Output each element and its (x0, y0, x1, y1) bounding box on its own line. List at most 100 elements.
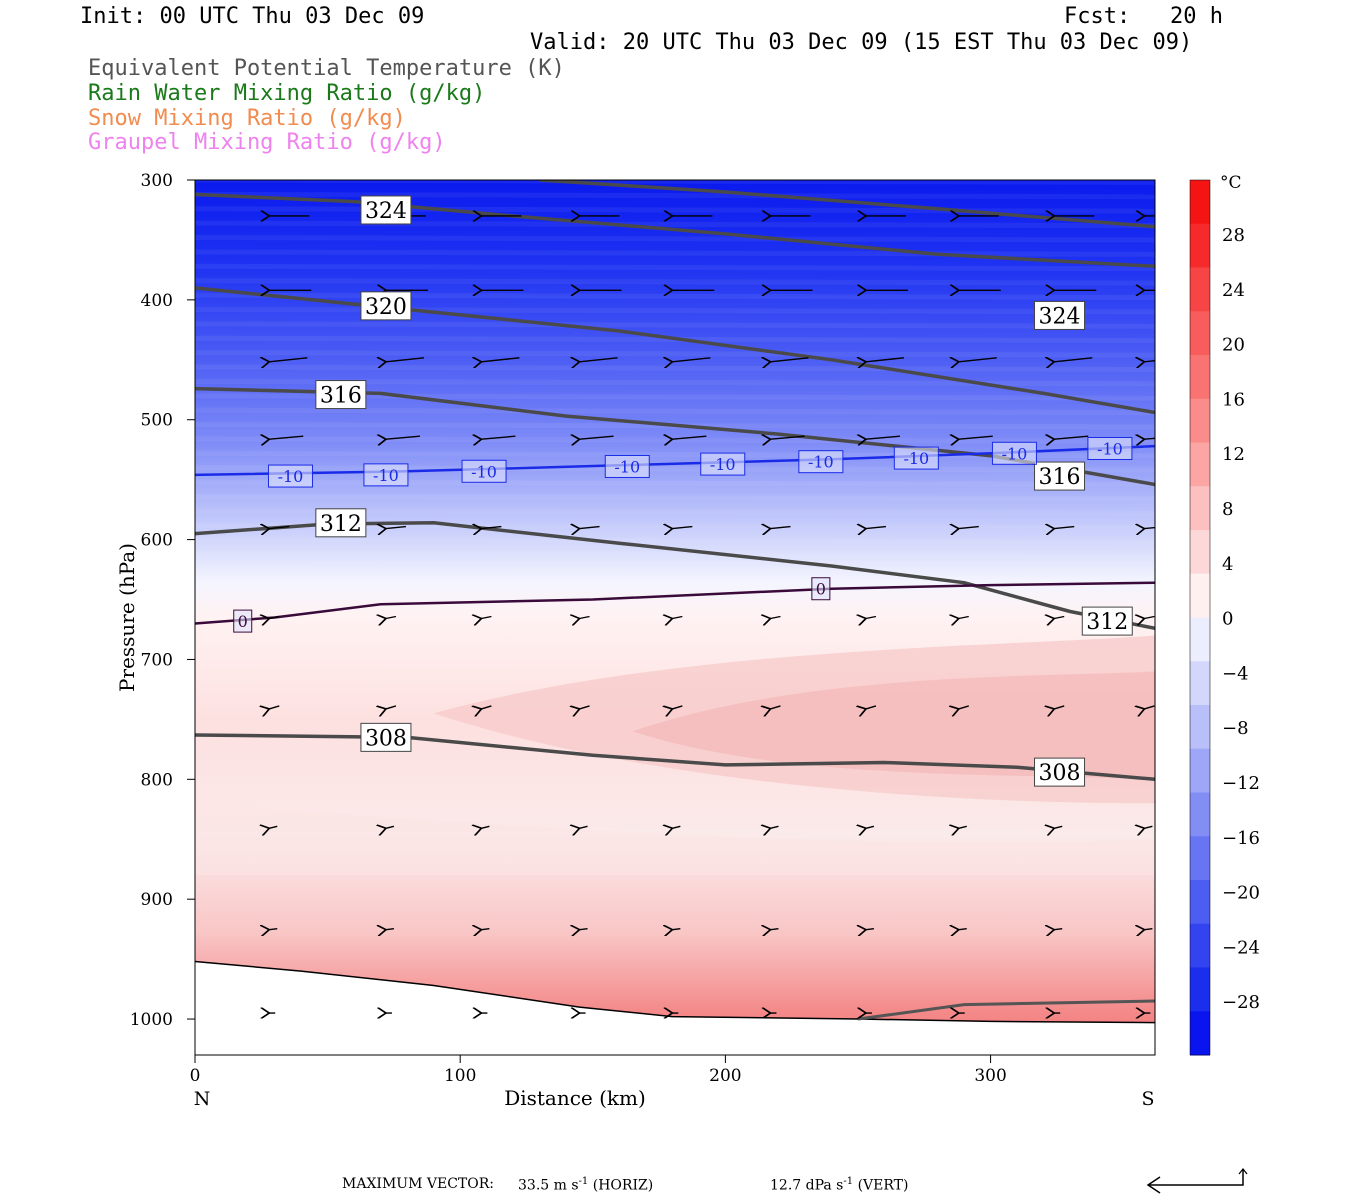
shade-band (195, 249, 1155, 257)
colorbar-tick-label: 4 (1222, 554, 1233, 575)
theta-label-box (315, 508, 367, 538)
colorbar-tick-label: −8 (1222, 718, 1249, 739)
colorbar-swatch (1190, 661, 1210, 706)
wind-vector (959, 527, 979, 529)
wind-vector (1054, 527, 1075, 529)
shade-band (195, 306, 1155, 315)
wind-vector (481, 436, 516, 439)
colorbar-tick-label: 8 (1222, 499, 1233, 520)
colorbar-swatch (1190, 836, 1210, 881)
shade-band (195, 220, 1155, 229)
wind-vector (959, 358, 997, 362)
wind-vector (770, 436, 805, 439)
wind-vector (866, 706, 877, 709)
temp-label: -10 (1002, 444, 1028, 463)
wind-vector (866, 436, 901, 439)
plot-frame (194, 179, 1156, 1056)
wind-vector (866, 358, 905, 362)
y-tick-label: 800 (141, 770, 173, 790)
temp-label: -10 (710, 455, 736, 474)
forecast-hour: Fcst: 20 h (1064, 4, 1223, 29)
theta-label-box (360, 291, 412, 321)
colorbar-swatch (1190, 180, 1210, 225)
wind-vector (866, 527, 887, 529)
y-tick-label: 700 (141, 650, 173, 670)
wind-vector (481, 826, 490, 828)
colorbar-tick-label: −24 (1222, 937, 1260, 958)
surface-theta-line (857, 999, 1155, 1021)
wind-vector (770, 358, 809, 362)
wind-vector (580, 929, 588, 930)
wind-vector (386, 929, 395, 930)
colorbar-tick-label: −12 (1222, 773, 1260, 794)
temp-label: -10 (808, 453, 834, 472)
wind-vector (269, 929, 278, 930)
shade-band (195, 465, 1155, 473)
wind-vector (1054, 617, 1065, 619)
theta-label: 320 (365, 295, 407, 320)
colorbar-swatch (1190, 923, 1210, 968)
wind-vector (672, 527, 693, 529)
colorbar: °C 28 24 20 16 12 8 4 0 −4 −8 −12 −16 −20 −24 −28 (1189, 173, 1260, 1056)
wind-vector (959, 436, 993, 439)
colorbar-swatch (1190, 442, 1210, 487)
wind-vector (269, 706, 280, 709)
wind-vector (269, 436, 304, 439)
theta-label: 324 (365, 199, 407, 224)
max-vector-vert: 12.7 dPa s-1 (VERT) (770, 1176, 909, 1194)
wind-vector (672, 706, 683, 709)
colorbar-swatch (1190, 398, 1210, 443)
wind-vector (481, 617, 492, 619)
init-time: Init: 00 UTC Thu 03 Dec 09 (80, 4, 425, 29)
shade-band (195, 206, 1155, 214)
wind-vector (386, 527, 407, 529)
colorbar-swatch (1190, 792, 1210, 837)
x-right-end-label: S (1141, 1088, 1154, 1110)
colorbar-swatch (1190, 967, 1210, 1012)
colorbar-frame (1189, 179, 1211, 1056)
max-vector-arrow (1146, 1168, 1248, 1194)
colorbar-swatch (1190, 705, 1210, 750)
wind-vector (866, 826, 875, 828)
y-tick-label: 1000 (130, 1010, 173, 1030)
x-tick-label: 200 (709, 1066, 741, 1086)
y-tick-label: 500 (141, 411, 173, 431)
y-tick-label: 400 (141, 291, 173, 311)
wind-vector (672, 929, 681, 930)
wind-vector (672, 358, 711, 362)
colorbar-swatch (1190, 267, 1210, 312)
wind-vector (959, 929, 967, 930)
wind-vector (386, 358, 425, 362)
colorbar-swatch (1190, 880, 1210, 925)
colorbar-swatch (1190, 223, 1210, 268)
legend-graupel: Graupel Mixing Ratio (g/kg) (88, 130, 446, 155)
theta-label: 312 (1086, 610, 1128, 635)
warm-core (632, 671, 1155, 780)
x-axis-label: Distance (km) (504, 1086, 646, 1110)
wind-vector (386, 706, 397, 709)
x-tick-label: 300 (974, 1066, 1006, 1086)
wind-vector (580, 527, 600, 529)
wind-vector (672, 826, 681, 828)
wind-vector (269, 527, 290, 529)
wind-vector (580, 617, 590, 619)
wind-vector (770, 527, 791, 529)
wind-vector (481, 929, 490, 930)
wind-vector (1144, 527, 1155, 529)
wind-vector (269, 358, 308, 362)
y-axis-label: Pressure (hPa) (115, 543, 139, 692)
colorbar-swatch (1190, 748, 1210, 793)
theta-label: 308 (1039, 761, 1081, 786)
wind-vector (1144, 436, 1155, 439)
terrain-line (195, 960, 1155, 1024)
theta-label: 324 (1039, 304, 1081, 329)
legend-theta-e: Equivalent Potential Temperature (K) (88, 56, 565, 81)
temp-label: -10 (471, 462, 497, 481)
y-tick-label: 600 (141, 531, 173, 551)
colorbar-swatch (1190, 355, 1210, 400)
wind-vector (1054, 826, 1063, 828)
wind-vector (770, 929, 779, 930)
x-tick-label: 100 (444, 1066, 476, 1086)
wind-vector (1054, 436, 1089, 439)
temp-label-box (700, 452, 746, 476)
